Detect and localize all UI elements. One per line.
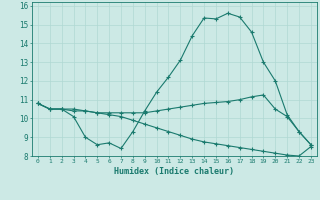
X-axis label: Humidex (Indice chaleur): Humidex (Indice chaleur): [115, 167, 234, 176]
